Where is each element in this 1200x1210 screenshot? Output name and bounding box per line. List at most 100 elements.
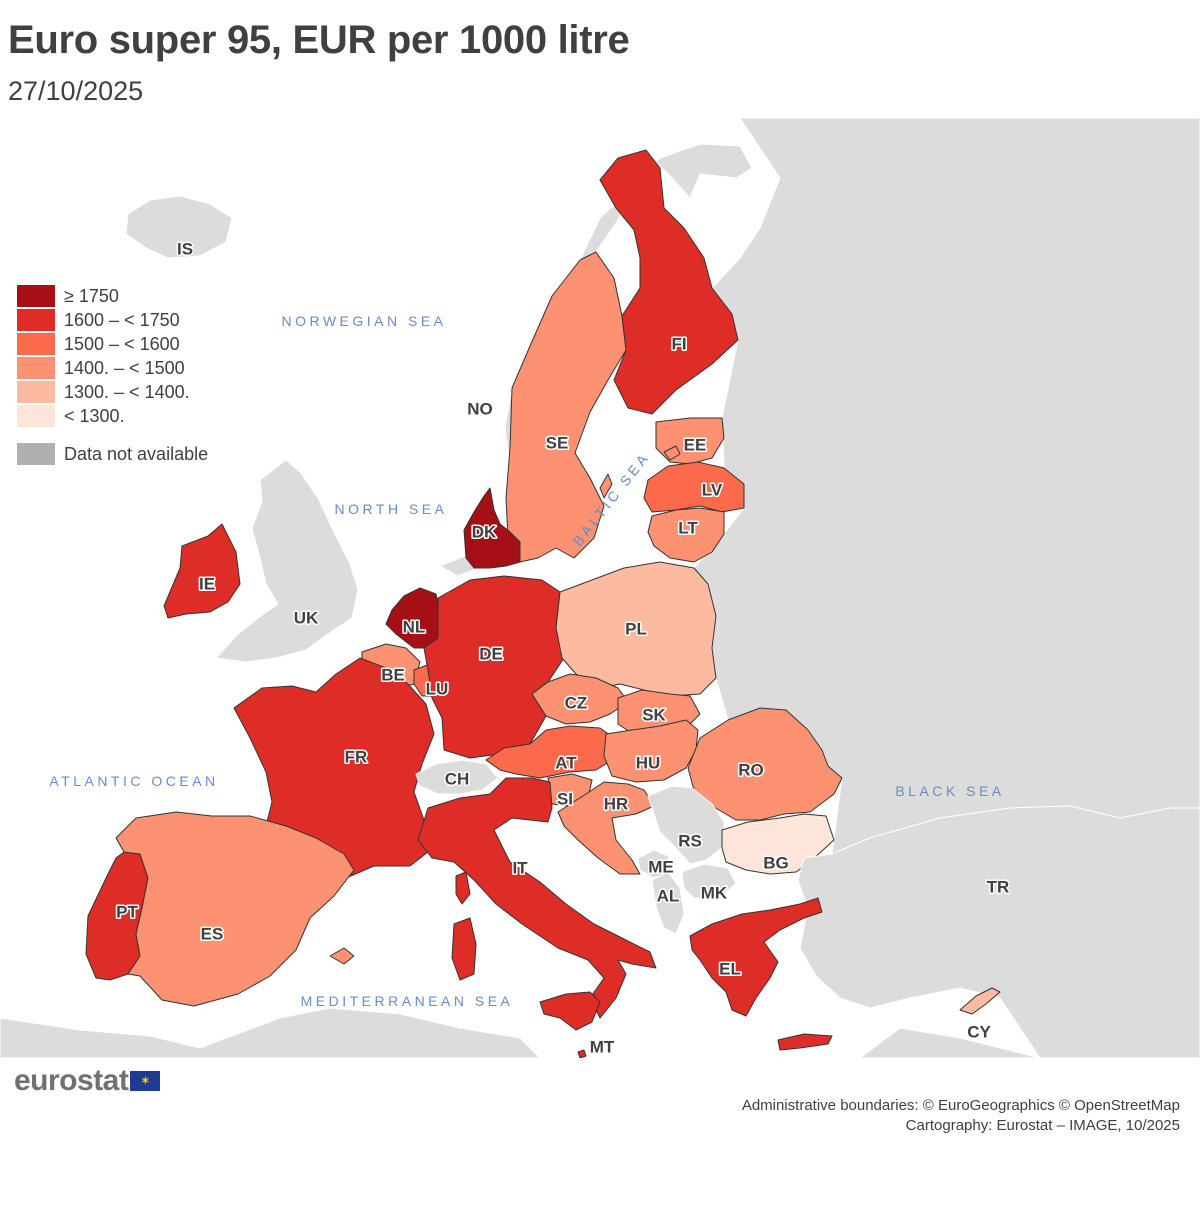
sea-label-black: BLACK SEA — [895, 783, 1004, 799]
country-el — [689, 897, 823, 1017]
country-label-lu: LU — [426, 679, 449, 698]
legend-item: 1400. – < 1500 — [16, 356, 208, 380]
country-ch — [415, 759, 499, 795]
eurostat-logo: eurostat ✶ — [14, 1064, 161, 1098]
country-cy — [959, 987, 1001, 1015]
country-label-dk: DK — [472, 522, 497, 541]
country-label-lv: LV — [702, 480, 723, 499]
country-label-hr: HR — [604, 794, 629, 813]
country-me — [637, 849, 671, 879]
country-saaremaa — [663, 445, 681, 461]
country-label-ch: CH — [445, 769, 470, 788]
country-fi — [599, 149, 739, 415]
country-label-hu: HU — [636, 753, 661, 772]
country-mt — [577, 1049, 587, 1058]
legend-label: Data not available — [64, 443, 209, 464]
country-pl — [555, 561, 717, 697]
map-date: 27/10/2025 — [8, 76, 144, 106]
legend-swatch — [16, 308, 56, 332]
country-gotland — [599, 473, 613, 499]
country-label-el: EL — [719, 959, 741, 978]
legend-item-not-available: Data not available — [16, 442, 208, 466]
country-label-bg: BG — [763, 853, 789, 872]
country-label-ro: RO — [738, 760, 764, 779]
legend-item: 1600 – < 1750 — [16, 308, 208, 332]
country-label-rs: RS — [678, 831, 702, 850]
country-label-be: BE — [381, 665, 405, 684]
sea-label-mediterranean: MEDITERRANEAN SEA — [301, 993, 514, 1009]
sea-label-atlantic: ATLANTIC OCEAN — [49, 773, 218, 789]
sea-label-north: NORTH SEA — [335, 501, 448, 517]
country-label-me: ME — [648, 857, 674, 876]
country-es — [115, 811, 355, 1007]
country-label-fr: FR — [345, 747, 368, 766]
country-label-nl: NL — [403, 617, 426, 636]
country-rs — [647, 785, 725, 865]
eu-flag-icon: ✶ — [130, 1071, 161, 1091]
map-title: Euro super 95, EUR per 1000 litre — [8, 18, 630, 62]
country-is — [125, 195, 233, 259]
country-label-si: SI — [557, 789, 573, 808]
country-it — [417, 777, 657, 1019]
country-label-tr: TR — [987, 877, 1010, 896]
sea-label-norwegian: NORWEGIAN SEA — [281, 313, 446, 329]
country-label-at: AT — [555, 753, 577, 772]
country-label-ie: IE — [199, 574, 215, 593]
credits-cartography: Cartography: Eurostat – IMAGE, 10/2025 — [905, 1117, 1180, 1134]
country-label-lt: LT — [678, 518, 698, 537]
legend-label: 1600 – < 1750 — [64, 309, 180, 330]
country-label-uk: UK — [294, 608, 319, 627]
country-mk — [681, 863, 737, 899]
country-label-pt: PT — [116, 902, 138, 921]
country-ie — [163, 523, 241, 619]
country-label-no: NO — [467, 399, 493, 418]
country-label-ee: EE — [684, 435, 707, 454]
country-dk — [463, 487, 521, 569]
legend-label: 1300. – < 1400. — [64, 381, 190, 402]
country-label-is: IS — [177, 239, 193, 258]
legend-swatch — [16, 332, 56, 356]
legend-label: 1500 – < 1600 — [64, 333, 180, 354]
country-sicily — [539, 991, 601, 1031]
legend-item: 1500 – < 1600 — [16, 332, 208, 356]
country-label-it: IT — [512, 858, 528, 877]
country-label-mt: MT — [590, 1037, 615, 1056]
country-balearic — [329, 947, 355, 965]
legend-item: < 1300. — [16, 404, 208, 428]
country-label-es: ES — [201, 924, 224, 943]
country-label-se: SE — [546, 433, 569, 452]
country-lv — [643, 461, 745, 513]
country-label-pl: PL — [625, 619, 647, 638]
country-label-sk: SK — [642, 705, 666, 724]
legend-swatch-na — [16, 442, 56, 466]
country-label-fi: FI — [671, 334, 686, 353]
legend-swatch — [16, 404, 56, 428]
choropleth-map: IS NO SE FI EE LV LT DK IE UK NL BE LU DE PL CZ SK AT HU RO… — [0, 118, 1200, 1058]
logo-text: eurostat — [14, 1064, 129, 1097]
country-label-cz: CZ — [565, 693, 588, 712]
legend-label: 1400. – < 1500 — [64, 357, 185, 378]
country-uk — [215, 459, 359, 663]
country-hr — [557, 781, 655, 875]
credits: Administrative boundaries: © EuroGeograp… — [742, 1096, 1180, 1136]
country-tr — [797, 805, 1200, 1058]
country-al — [651, 871, 685, 935]
legend-swatch — [16, 284, 56, 308]
legend: ≥ 1750 1600 – < 1750 1500 – < 1600 1400.… — [16, 284, 208, 466]
legend-item: ≥ 1750 — [16, 284, 208, 308]
country-label-de: DE — [479, 644, 503, 663]
background-land — [0, 1007, 541, 1058]
country-label-cy: CY — [967, 1022, 991, 1041]
legend-item: 1300. – < 1400. — [16, 380, 208, 404]
country-crete — [777, 1033, 833, 1051]
legend-label: < 1300. — [64, 405, 125, 426]
credits-boundaries: Administrative boundaries: © EuroGeograp… — [741, 1097, 1180, 1114]
legend-label: ≥ 1750 — [64, 285, 119, 306]
country-hu — [603, 719, 699, 783]
country-corsica — [455, 871, 471, 905]
country-label-mk: MK — [701, 883, 728, 902]
country-de — [423, 575, 565, 759]
country-sardinia — [451, 917, 477, 981]
country-lt — [647, 507, 725, 563]
legend-swatch — [16, 356, 56, 380]
